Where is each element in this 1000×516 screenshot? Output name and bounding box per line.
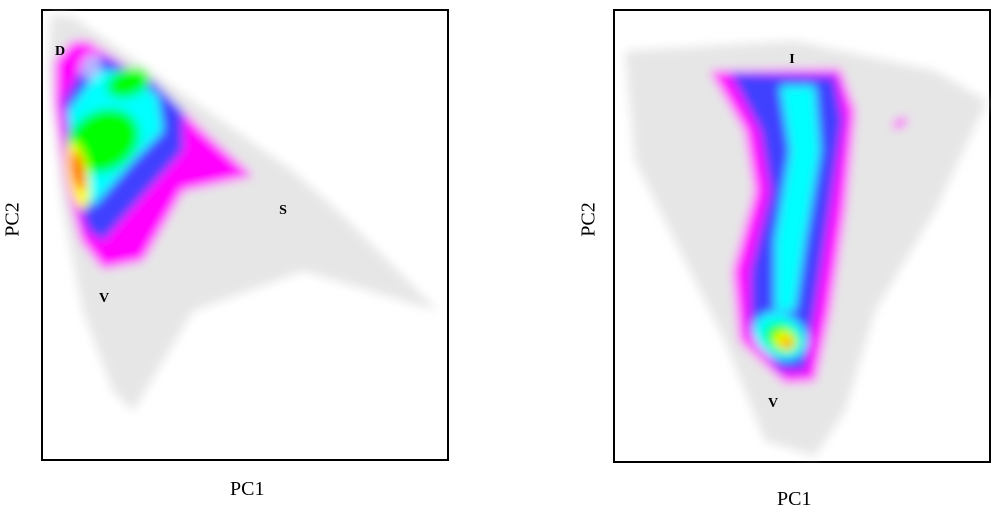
left-notch bbox=[80, 52, 102, 80]
left-density-peak bbox=[71, 151, 85, 191]
right-label-I: I bbox=[789, 52, 794, 67]
right-density-layers bbox=[625, 41, 987, 456]
right-tail bbox=[892, 117, 908, 129]
left-heatmap: D S V bbox=[49, 15, 438, 411]
left-label-S: S bbox=[279, 203, 287, 218]
right-density-peak bbox=[782, 338, 792, 348]
right-x-axis-label: PC1 bbox=[777, 488, 812, 510]
left-x-axis-label: PC1 bbox=[230, 478, 265, 500]
left-label-D: D bbox=[55, 44, 65, 59]
right-heatmap: IV bbox=[625, 41, 987, 456]
left-y-axis-label: PC2 bbox=[1, 202, 24, 237]
left-density-midhigh bbox=[66, 108, 140, 174]
left-density-top-lobe bbox=[106, 67, 150, 99]
left-density-layers bbox=[49, 15, 438, 411]
right-density-mid bbox=[775, 86, 820, 311]
right-label-V: V bbox=[768, 396, 778, 411]
left-label-V: V bbox=[99, 291, 109, 306]
right-y-axis-label: PC2 bbox=[577, 202, 600, 237]
